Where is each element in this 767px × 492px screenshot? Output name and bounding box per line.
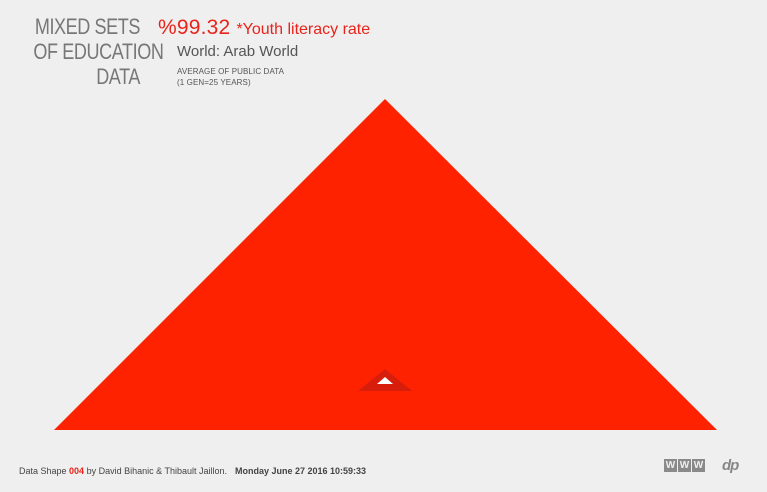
- world-label: World: Arab World: [177, 43, 299, 60]
- subline-generation: (1 GEN=25 YEARS): [177, 78, 251, 87]
- main-triangle: [54, 99, 717, 430]
- www-badge[interactable]: W W W: [664, 459, 705, 472]
- footer-credit: Data Shape 004 by David Bihanic & Thibau…: [19, 466, 366, 476]
- footer-datetime: Monday June 27 2016 10:59:33: [235, 466, 367, 476]
- title-line-1: MIXED SETS: [34, 14, 141, 39]
- footer-shape-number: 004: [69, 466, 85, 476]
- title-line-3: DATA: [96, 64, 140, 89]
- dp-logo[interactable]: dp: [722, 457, 739, 474]
- www-letter-1: W: [664, 459, 677, 472]
- metric-label: *Youth literacy rate: [236, 21, 371, 38]
- www-letter-3: W: [692, 459, 705, 472]
- footer-authors: by David Bihanic & Thibault Jaillon.: [84, 466, 227, 476]
- marker-inner-triangle: [377, 377, 393, 384]
- metric-value: %99.32: [158, 16, 231, 39]
- www-letter-2: W: [678, 459, 691, 472]
- footer-prefix: Data Shape: [19, 466, 70, 476]
- subline-average: AVERAGE OF PUBLIC DATA: [177, 67, 285, 76]
- metric-header: %99.32 *Youth literacy rate: [158, 16, 370, 40]
